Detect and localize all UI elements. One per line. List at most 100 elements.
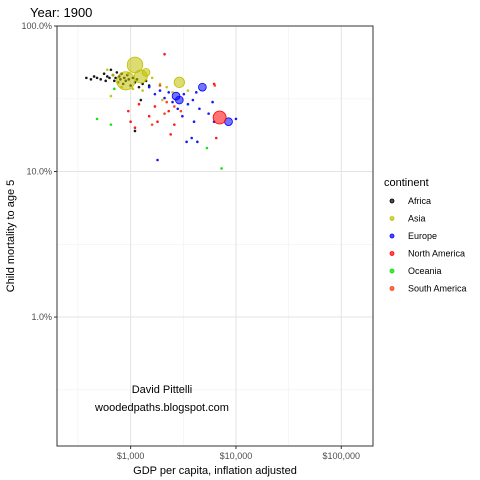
point-europe (192, 120, 196, 123)
y-axis-title: Child mortality to age 5 (5, 180, 17, 293)
legend: continent Africa Asia Europe North America O… (384, 177, 467, 294)
point-north-america (126, 109, 130, 113)
point-asia (131, 87, 135, 91)
point-south-america (163, 112, 166, 115)
point-africa (139, 98, 143, 102)
point-africa (89, 78, 93, 81)
point-oceania (205, 146, 209, 150)
point-north-america (147, 114, 151, 118)
point-africa (104, 79, 108, 83)
legend-label: North America (408, 249, 465, 259)
legend-label: Europe (408, 231, 437, 241)
point-asia (126, 72, 130, 76)
point-africa (133, 129, 137, 133)
point-africa (105, 75, 109, 78)
point-africa (95, 76, 99, 80)
point-europe (194, 91, 198, 94)
point-africa (137, 85, 141, 89)
point-europe (185, 140, 188, 144)
point-asia (161, 98, 164, 102)
point-africa (115, 71, 119, 74)
legend-label: Oceania (408, 266, 442, 276)
legend-key-europe (389, 233, 395, 239)
plot-panel-border (56, 25, 374, 447)
annotation-website: woodedpaths.blogspot.com (94, 402, 229, 414)
point-europe (182, 92, 186, 96)
point-europe (196, 140, 199, 144)
x-axis-ticks: $1,000 $10,000 $100,000 (117, 446, 360, 461)
point-asia (126, 56, 144, 74)
legend-title: continent (384, 177, 429, 189)
point-north-america (167, 109, 171, 113)
point-europe (171, 100, 174, 104)
x-axis-title: GDP per capita, inflation adjusted (133, 465, 297, 477)
point-north-america (169, 133, 172, 136)
point-asia (186, 89, 190, 92)
x-tick-label: $10,000 (220, 451, 253, 461)
point-europe (211, 100, 214, 104)
point-north-america (129, 120, 132, 123)
point-asia (120, 85, 123, 89)
point-north-america (214, 136, 218, 140)
point-north-america (153, 105, 157, 108)
point-south-america (213, 84, 217, 87)
point-europe (190, 136, 193, 140)
point-africa (85, 76, 88, 80)
point-south-america (179, 109, 183, 113)
legend-key-north-america (389, 251, 395, 256)
x-tick-label: $1,000 (117, 451, 145, 461)
point-europe (153, 92, 157, 96)
point-asia (141, 89, 144, 92)
point-europe (191, 98, 195, 102)
point-asia (116, 71, 136, 91)
point-south-america (158, 84, 162, 87)
point-asia (165, 85, 168, 89)
point-south-america (150, 123, 154, 126)
point-europe (198, 82, 207, 92)
point-europe (186, 102, 190, 106)
y-tick-label: 10.0% (26, 167, 52, 177)
legend-label: South America (408, 284, 467, 294)
point-europe (156, 158, 159, 162)
point-oceania (109, 123, 113, 126)
point-oceania (95, 117, 99, 121)
point-asia (173, 76, 185, 88)
point-europe (181, 114, 184, 118)
chart-title: Year: 1900 (30, 5, 92, 20)
point-asia (105, 68, 109, 72)
y-axis-ticks: 1.0% 10.0% 100.0% (21, 21, 57, 322)
point-europe (176, 107, 180, 111)
point-north-america (137, 102, 141, 106)
point-europe (163, 96, 166, 100)
point-africa (108, 76, 111, 80)
point-asia (109, 94, 113, 98)
point-asia (150, 76, 154, 80)
point-north-america (163, 52, 166, 56)
point-africa (114, 76, 117, 80)
point-africa (99, 78, 103, 81)
annotation-author: David Pittelli (132, 384, 193, 396)
point-europe (198, 107, 201, 111)
point-africa (113, 79, 116, 83)
point-oceania (113, 87, 116, 91)
point-africa (92, 75, 96, 78)
point-north-america (156, 120, 159, 123)
legend-key-africa (389, 198, 395, 204)
legend-label: Asia (408, 214, 426, 224)
point-africa (102, 72, 106, 76)
x-tick-label: $100,000 (323, 451, 361, 461)
point-europe (158, 89, 162, 92)
point-europe (234, 117, 238, 121)
point-asia (111, 73, 115, 77)
point-north-america (133, 126, 137, 130)
grid (57, 25, 373, 446)
point-north-america (173, 123, 176, 126)
point-oceania (220, 167, 223, 170)
point-europe (167, 91, 171, 94)
legend-key-oceania (389, 268, 395, 274)
point-south-america (173, 105, 176, 108)
point-south-america (165, 100, 168, 104)
legend-key-asia (389, 216, 395, 221)
point-north-america (212, 110, 227, 125)
